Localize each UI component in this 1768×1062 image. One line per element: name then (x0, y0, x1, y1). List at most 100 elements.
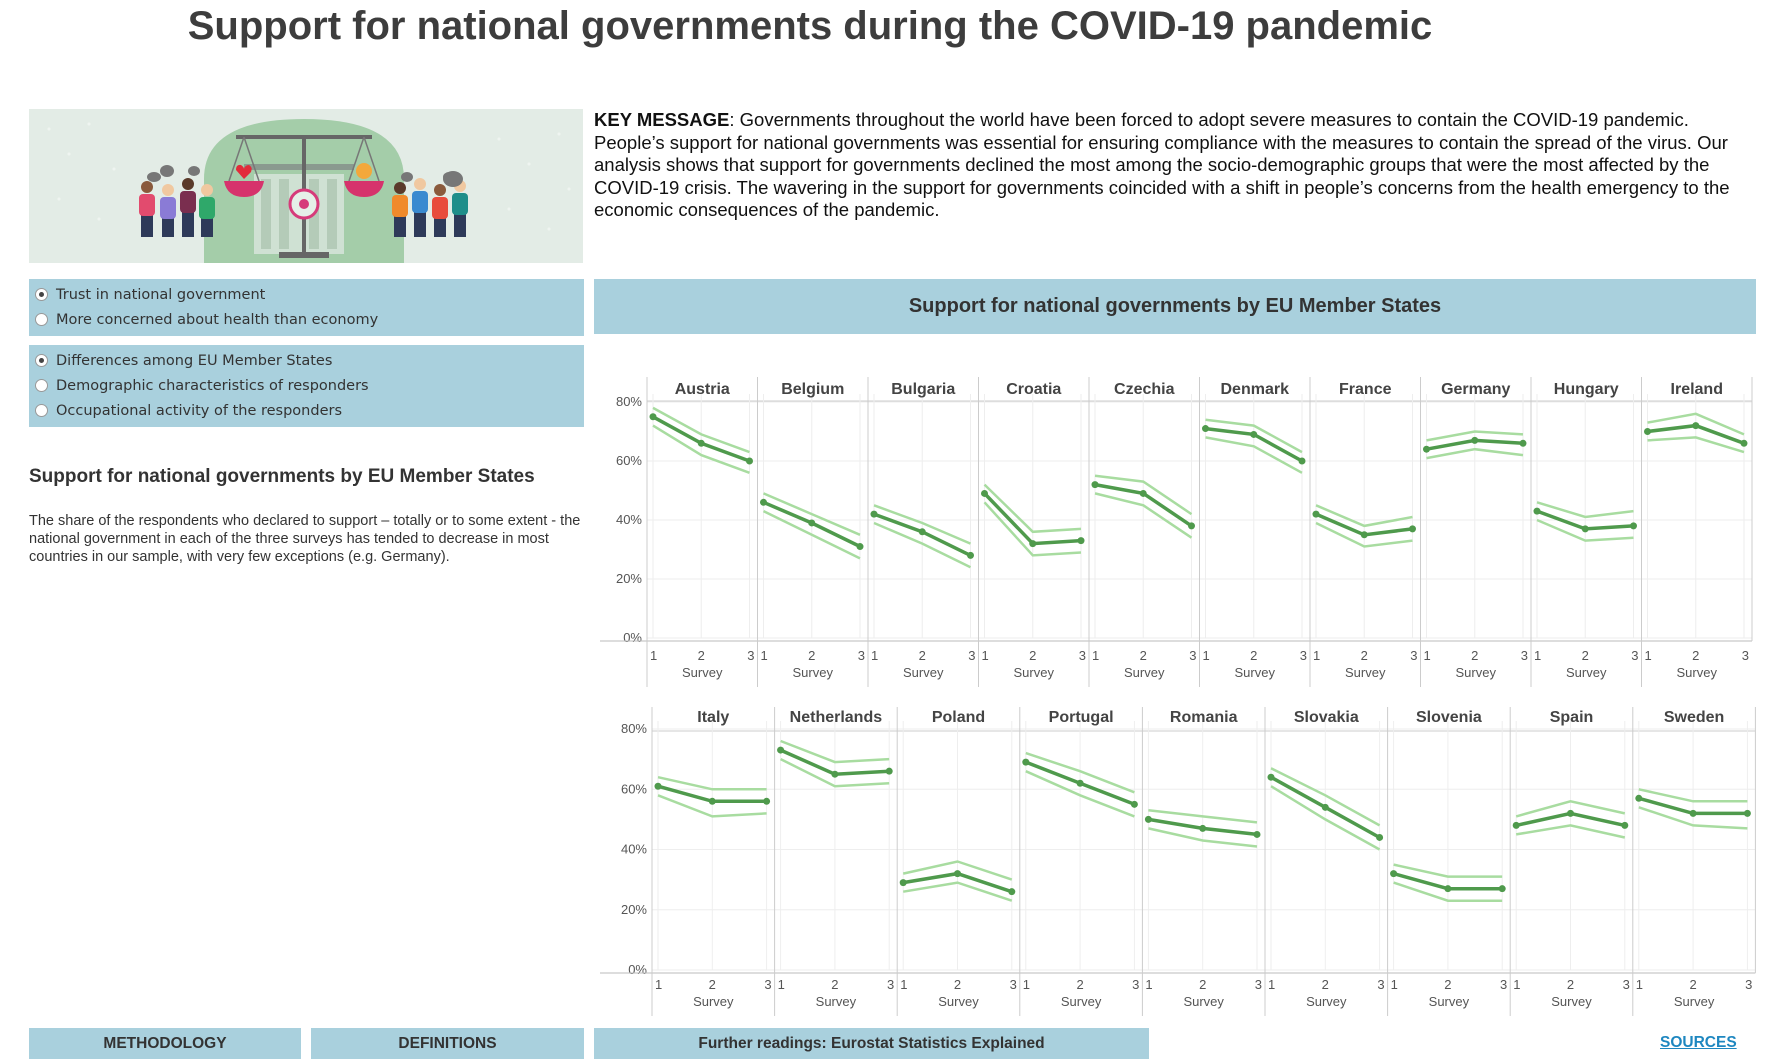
radio-health-vs-economy[interactable]: More concerned about health than economy (29, 307, 584, 332)
x-tick-label: 2 (1471, 648, 1478, 663)
data-point (1360, 531, 1368, 539)
data-point (1498, 885, 1506, 893)
sources-link[interactable]: SOURCES (1660, 1034, 1737, 1051)
section-description: The share of the respondents who declare… (29, 513, 581, 565)
data-point (1512, 821, 1520, 829)
country-label: Bulgaria (891, 381, 955, 398)
upper-bound-line (763, 492, 861, 536)
data-point (1139, 489, 1147, 497)
radio-button[interactable] (35, 404, 48, 417)
x-tick-label: 1 (650, 648, 657, 663)
x-axis-label: Survey (682, 665, 723, 680)
x-tick-label: 1 (1268, 977, 1275, 992)
x-tick-label: 3 (747, 648, 754, 663)
radio-button[interactable] (35, 379, 48, 392)
x-tick-label: 1 (1145, 977, 1152, 992)
x-tick-label: 1 (1023, 977, 1030, 992)
data-point (1312, 510, 1320, 518)
lower-bound-line (780, 757, 890, 788)
x-tick-label: 1 (1513, 977, 1520, 992)
data-point (1144, 815, 1152, 823)
x-tick-label: 3 (1079, 648, 1086, 663)
x-tick-label: 3 (1623, 977, 1630, 992)
x-tick-label: 3 (1255, 977, 1262, 992)
radio-trust-in-government[interactable]: Trust in national government (29, 282, 584, 307)
upper-bound-line (1515, 800, 1626, 818)
data-point (1533, 507, 1541, 515)
data-point (1130, 800, 1138, 808)
x-tick-label: 1 (1534, 648, 1541, 663)
methodology-button[interactable]: METHODOLOGY (29, 1028, 301, 1059)
lower-bound-line (1094, 492, 1193, 539)
data-point (1567, 809, 1574, 817)
data-point (1188, 522, 1195, 530)
y-tick-label: 20% (616, 571, 642, 586)
x-tick-label: 1 (1391, 977, 1398, 992)
lower-bound-line (902, 881, 1013, 902)
definitions-button[interactable]: DEFINITIONS (311, 1028, 584, 1059)
x-tick-label: 2 (808, 648, 815, 663)
y-tick-label: 0% (628, 962, 647, 977)
lower-bound-line (652, 424, 750, 474)
radio-button-selected[interactable] (35, 354, 48, 367)
x-tick-label: 2 (1199, 977, 1206, 992)
x-axis-label: Survey (1674, 994, 1715, 1009)
x-tick-label: 1 (1645, 648, 1652, 663)
x-tick-label: 1 (761, 648, 768, 663)
radio-label: Demographic characteristics of responder… (56, 377, 369, 394)
lower-bound-line (873, 521, 972, 569)
x-tick-label: 3 (1631, 648, 1638, 663)
x-tick-label: 2 (1444, 977, 1451, 992)
data-point (763, 797, 771, 805)
data-point (885, 767, 893, 775)
x-tick-label: 2 (1076, 977, 1083, 992)
country-label: Poland (932, 709, 985, 726)
radio-button[interactable] (35, 313, 48, 326)
data-point (1409, 525, 1416, 533)
x-tick-label: 3 (1745, 977, 1752, 992)
lower-bound-line (1205, 436, 1303, 474)
y-tick-label: 40% (621, 842, 647, 857)
y-tick-label: 40% (616, 512, 642, 527)
upper-bound-line (1148, 809, 1258, 824)
key-message-label: KEY MESSAGE (594, 109, 730, 130)
data-point (1743, 809, 1751, 817)
upper-bound-line (983, 483, 1082, 534)
data-point (1444, 885, 1452, 893)
upper-bound-line (1647, 412, 1745, 436)
data-point (1644, 428, 1651, 435)
x-tick-label: 2 (709, 977, 716, 992)
radio-button-selected[interactable] (35, 288, 48, 301)
data-point (1321, 803, 1329, 811)
radio-demographics[interactable]: Demographic characteristics of responder… (29, 373, 584, 398)
country-label: Italy (697, 709, 729, 726)
data-point (1029, 540, 1037, 548)
radio-member-states[interactable]: Differences among EU Member States (29, 348, 584, 373)
data-point (746, 457, 753, 465)
x-axis-label: Survey (1345, 665, 1386, 680)
x-axis-label: Survey (1551, 994, 1592, 1009)
upper-bound-line (652, 406, 750, 454)
data-point (1519, 439, 1527, 447)
data-point (1253, 830, 1261, 838)
data-point (1689, 809, 1697, 817)
x-axis-label: Survey (1014, 665, 1055, 680)
upper-bound-line (1536, 501, 1634, 519)
country-label: Slovakia (1294, 709, 1359, 726)
data-point (1692, 422, 1700, 430)
radio-occupational-activity[interactable]: Occupational activity of the responders (29, 398, 584, 423)
data-point (1630, 522, 1637, 530)
x-axis-label: Survey (793, 665, 834, 680)
lower-bound-line (762, 509, 861, 560)
x-axis-label: Survey (1183, 994, 1224, 1009)
country-label: Portugal (1049, 709, 1114, 726)
data-point (1250, 430, 1258, 438)
data-point (1635, 794, 1643, 802)
data-point (899, 879, 907, 887)
data-point (1621, 821, 1629, 829)
country-label: Denmark (1221, 381, 1290, 398)
further-readings-button[interactable]: Further readings: Eurostat Statistics Ex… (594, 1028, 1149, 1059)
x-tick-label: 2 (1140, 648, 1147, 663)
lower-bound-line (1148, 827, 1258, 848)
x-tick-label: 3 (1300, 648, 1307, 663)
